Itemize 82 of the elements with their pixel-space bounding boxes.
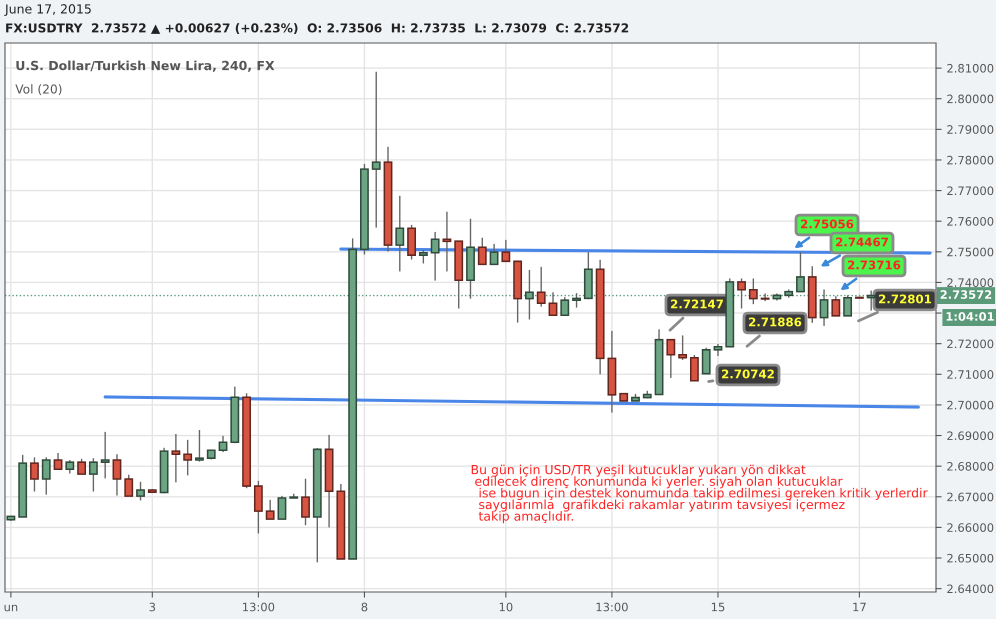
candlestick [65, 459, 74, 474]
annotation: Bu gün için USD/TR yeşil kutucuklar yukarı yön dikkat edilecek direnç konumunda ki yerler. siyah olan kutucuklar ise bugun için destek konumunda takip edilmesi gereken kritik yerlerdir saygılarımla grafikdeki rakamlar yatırım tavsiyesi içermez takip amaçlıdır. [472, 464, 928, 524]
annotation: 2.72147 [671, 299, 723, 308]
candlestick [702, 346, 711, 374]
x-tick-label: 3 [150, 602, 156, 612]
annotation: Vol (20) [15, 84, 62, 96]
candlestick [831, 296, 840, 317]
candlestick [866, 290, 876, 312]
candlestick [372, 71, 381, 228]
candlestick [77, 458, 86, 475]
candlestick [88, 458, 98, 492]
text: 1:04:01 [946, 312, 994, 321]
candlestick [796, 251, 805, 292]
candlestick [218, 435, 228, 453]
y-tick-label: 2.65000 [947, 554, 994, 563]
candlestick [714, 343, 722, 357]
text: U.S. Dollar/Turkish New Lira, 240, FX [16, 60, 274, 72]
chart-subtitle: FX:USDTRY 2.73572 ▲ +0.00627 (+0.23%) O: 2.73506 H: 2.73735 L: 2.73079 C: 2.73572 [6, 23, 628, 34]
candlestick [572, 292, 581, 308]
candlestick [124, 474, 134, 497]
y-tick-label: 2.70000 [947, 400, 994, 410]
annotation: 2.74467 [836, 237, 888, 246]
candlestick [737, 278, 746, 310]
candlestick [136, 481, 145, 502]
candlestick [54, 452, 62, 470]
y-tick-label: 2.76000 [947, 217, 994, 226]
candlestick [478, 237, 487, 266]
y-tick-label: 2.66000 [947, 523, 994, 532]
ref-line-label: 2.73572 [940, 290, 992, 299]
y-tick-label: 2.72000 [947, 340, 994, 348]
candlestick [171, 433, 180, 484]
candlestick [395, 195, 404, 272]
y-tick-label: 2.69000 [947, 431, 994, 440]
candlestick [418, 249, 428, 264]
y-tick-label: 2.68000 [947, 462, 994, 471]
y-tick-label: 2.77000 [947, 186, 994, 196]
y-tick-label: 2.79000 [947, 125, 994, 134]
candlestick [678, 334, 688, 361]
text: June 17, 2015 [4, 4, 91, 16]
x-tick-label: 13:00 [243, 602, 274, 612]
candlestick [748, 278, 758, 305]
candlestick [100, 431, 110, 480]
candlestick [183, 439, 192, 476]
y-tick-label: 2.74000 [947, 278, 994, 287]
candlestick [490, 243, 498, 266]
x-tick-label: 10 [500, 602, 512, 612]
y-tick-label: 2.75000 [947, 248, 994, 256]
y-tick-label: 2.64000 [947, 584, 994, 594]
annotation: 2.70742 [722, 369, 774, 378]
annotation: 2.72801 [879, 294, 932, 304]
candlestick [536, 266, 546, 308]
x-tick-label: 15 [712, 602, 724, 612]
x-tick-label: 17 [853, 602, 866, 612]
candlestick [442, 211, 452, 272]
candlestick [278, 495, 286, 520]
candlestick [206, 449, 216, 460]
x-tick-label: 13:00 [596, 602, 628, 612]
candlestick [30, 456, 39, 492]
candlestick [501, 239, 510, 262]
candlestick [301, 478, 310, 526]
candlestick [666, 338, 676, 379]
annotation: 2.71886 [749, 317, 802, 326]
candlestick [42, 456, 51, 496]
candlestick [843, 294, 852, 317]
y-tick-label: 2.71000 [947, 370, 994, 379]
candlestick [820, 288, 828, 327]
candlestick [690, 354, 699, 382]
x-tick-label: 8 [362, 602, 368, 612]
candlestick [430, 231, 440, 282]
y-tick-label: 2.78000 [947, 156, 994, 165]
annotation: 2.73716 [848, 260, 900, 270]
candlestick [548, 292, 558, 316]
annotation: 2.75056 [801, 219, 854, 228]
candlestick [112, 454, 122, 496]
y-tick-label: 2.81000 [947, 64, 994, 73]
candlestick [525, 269, 534, 320]
x-tick-label: un [4, 604, 18, 612]
y-tick-label: 2.67000 [947, 492, 994, 502]
candlestick [195, 429, 204, 462]
y-tick-label: 2.80000 [947, 94, 994, 104]
candlestick [560, 296, 570, 316]
candlestick [266, 499, 275, 520]
